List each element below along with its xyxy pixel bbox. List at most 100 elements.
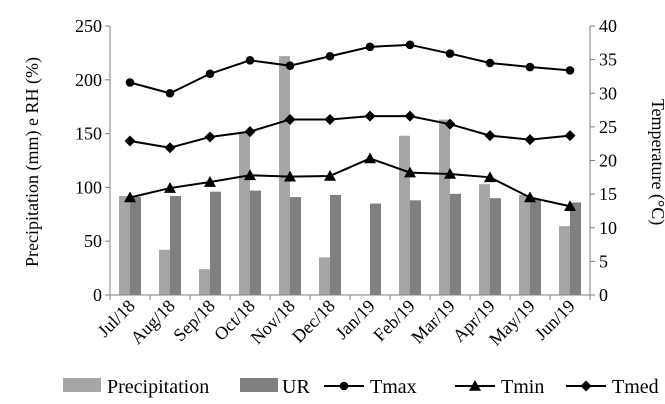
point-tmin-10 (524, 191, 536, 203)
point-tmin-11 (564, 200, 576, 212)
bar-ur-7 (410, 200, 421, 295)
y2-axis-title: Temperature (°C) (647, 99, 665, 225)
x-tick-label-8: Mar/19 (407, 296, 459, 348)
y-tick-label-100: 100 (75, 177, 102, 197)
bar-ur-9 (490, 198, 501, 295)
legend-swatch-ur (240, 378, 278, 392)
legend-label-ur: UR (282, 376, 310, 398)
point-tmin-4 (284, 170, 296, 182)
point-tmed-8 (444, 118, 456, 130)
point-tmax-0 (125, 78, 135, 87)
legend-marker-tmax (339, 381, 349, 391)
y2-tick-label-25: 25 (599, 117, 617, 137)
bar-ur-1 (170, 196, 181, 295)
point-tmed-6 (364, 110, 376, 122)
point-tmin-9 (484, 171, 496, 183)
y2-tick-label-40: 40 (599, 16, 617, 36)
y2-tick-label-20: 20 (599, 151, 617, 171)
point-tmed-4 (284, 113, 296, 125)
y2-tick-label-0: 0 (599, 285, 608, 305)
bar-ur-2 (210, 191, 221, 295)
line-tmin (129, 157, 571, 208)
point-tmax-10 (525, 62, 535, 72)
point-tmed-10 (524, 134, 536, 146)
bar-ur-10 (530, 199, 541, 295)
point-tmin-3 (244, 169, 256, 181)
legend: Precipitation UR Tmax Tmin Tmed (63, 376, 659, 398)
y-tick-label-0: 0 (93, 285, 102, 305)
x-tick-label-5: Dec/18 (288, 296, 339, 347)
bar-precipitation-9 (479, 184, 490, 295)
bars-layer (119, 56, 581, 296)
point-tmin-6 (364, 152, 376, 164)
bar-precipitation-8 (439, 119, 450, 295)
x-tick-label-1: Aug/18 (127, 296, 179, 348)
bar-precipitation-5 (319, 257, 330, 295)
bar-ur-3 (250, 190, 261, 295)
point-tmax-4 (285, 61, 295, 70)
point-tmin-7 (404, 166, 416, 178)
bar-ur-5 (330, 194, 341, 295)
bar-precipitation-0 (119, 196, 130, 295)
x-tick-label-4: Nov/18 (247, 296, 299, 348)
legend-marker-tmed (580, 380, 592, 392)
y-axis-title: Precipitation (mm) e RH (%) (22, 57, 43, 267)
y2-tick-label-10: 10 (599, 218, 617, 238)
y2-tick-label-30: 30 (599, 83, 617, 103)
y2-tick-label-5: 5 (599, 251, 608, 271)
legend-label-tmax: Tmax (370, 376, 417, 398)
point-tmax-8 (445, 49, 455, 58)
point-tmax-9 (485, 58, 495, 68)
tick-labels-layer: 0501001502002500510152025303540Jul/18Aug… (75, 16, 617, 349)
y-tick-label-50: 50 (84, 231, 102, 251)
bar-ur-11 (570, 202, 581, 295)
bar-ur-8 (450, 193, 461, 295)
point-tmed-11 (564, 130, 576, 142)
point-tmin-5 (324, 169, 336, 181)
point-tmed-0 (124, 135, 136, 147)
bar-precipitation-7 (399, 135, 410, 295)
bar-precipitation-11 (559, 226, 570, 295)
point-tmed-9 (484, 130, 496, 142)
point-tmax-5 (325, 51, 335, 61)
axes-layer (105, 25, 595, 300)
point-tmax-1 (165, 88, 175, 98)
bar-ur-4 (290, 197, 301, 295)
point-tmax-2 (205, 69, 215, 79)
x-tick-label-10: May/19 (485, 296, 539, 350)
point-tmin-2 (204, 176, 216, 187)
x-tick-label-6: Jan/19 (331, 296, 378, 343)
point-tmax-11 (565, 66, 575, 75)
bar-ur-6 (370, 203, 381, 295)
point-tmax-6 (365, 42, 375, 52)
bar-precipitation-2 (199, 269, 210, 295)
y-tick-label-150: 150 (75, 124, 102, 144)
line-tmax (129, 43, 571, 95)
point-tmed-1 (164, 142, 176, 154)
lines-layer (124, 40, 576, 212)
line-tmed (129, 115, 571, 149)
point-tmed-7 (404, 110, 416, 122)
bar-precipitation-3 (239, 133, 250, 295)
x-tick-label-11: Jun/19 (531, 296, 579, 344)
point-tmax-3 (245, 55, 255, 65)
legend-label-precipitation: Precipitation (107, 376, 209, 398)
point-tmed-3 (244, 126, 256, 138)
x-tick-label-2: Sep/18 (169, 296, 219, 346)
legend-swatch-precipitation (63, 378, 101, 392)
point-tmin-1 (164, 182, 176, 193)
bar-precipitation-10 (519, 194, 530, 295)
point-tmed-5 (324, 113, 336, 125)
point-tmin-0 (124, 191, 136, 203)
y-tick-label-250: 250 (75, 16, 102, 36)
y2-tick-label-15: 15 (599, 184, 617, 204)
point-tmed-2 (204, 131, 216, 143)
y2-tick-label-35: 35 (599, 50, 617, 70)
point-tmin-8 (444, 167, 456, 179)
bar-ur-0 (130, 197, 141, 295)
legend-label-tmin: Tmin (501, 376, 544, 398)
bar-precipitation-1 (159, 249, 170, 295)
point-tmax-7 (405, 40, 415, 50)
legend-marker-tmin (469, 380, 481, 391)
